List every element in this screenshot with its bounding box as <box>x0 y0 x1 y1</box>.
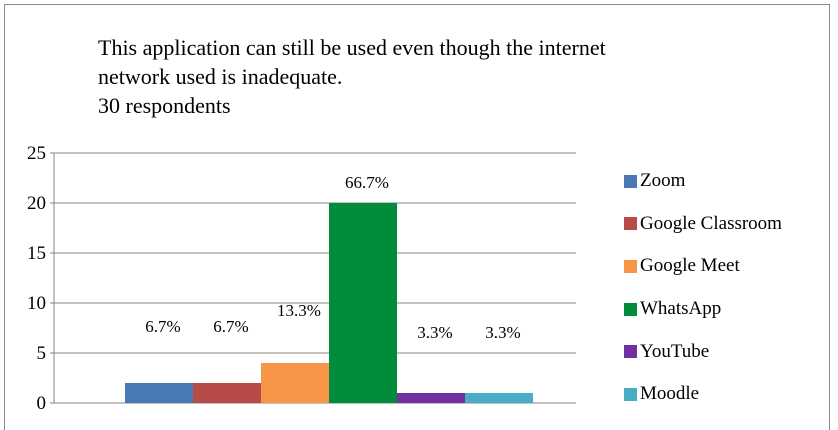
chart-title-line-3: 30 respondents <box>98 93 231 118</box>
legend-swatch <box>624 217 637 231</box>
bar-google-classroom <box>193 383 261 403</box>
legend-label: Google Classroom <box>640 212 782 234</box>
data-label: 6.7% <box>145 317 180 336</box>
legend-swatch <box>624 345 637 359</box>
legend-swatch <box>624 387 637 401</box>
legend-item: Moodle <box>624 373 782 416</box>
data-label: 3.3% <box>417 323 452 342</box>
y-tick-label: 10 <box>27 293 46 314</box>
bars <box>125 203 533 403</box>
chart-frame <box>4 4 830 430</box>
data-label: 6.7% <box>213 317 248 336</box>
bar-google-meet <box>261 363 329 403</box>
legend-label: WhatsApp <box>640 298 722 320</box>
data-label: 13.3% <box>277 301 321 320</box>
bar-youtube <box>397 393 465 403</box>
legend-swatch <box>624 259 637 273</box>
bar-moodle <box>465 393 533 403</box>
y-tick-label: 0 <box>37 393 47 414</box>
y-tick-label: 25 <box>27 143 46 164</box>
legend-label: Moodle <box>640 383 700 405</box>
legend-item: Google Classroom <box>624 203 782 246</box>
legend-item: Zoom <box>624 160 782 203</box>
y-tick-label: 5 <box>37 343 47 364</box>
y-tick-label: 15 <box>27 243 46 264</box>
chart-title: This application can still be used even … <box>98 33 738 120</box>
legend-item: YouTube <box>624 330 782 373</box>
legend-item: Google Meet <box>624 245 782 288</box>
legend-item: WhatsApp <box>624 288 782 331</box>
chart-legend: Zoom Google Classroom Google Meet WhatsApp Y… <box>624 160 782 416</box>
y-tick-label: 20 <box>27 193 46 214</box>
data-label: 66.7% <box>345 173 389 192</box>
legend-swatch <box>624 302 637 316</box>
legend-label: YouTube <box>640 340 710 362</box>
legend-label: Zoom <box>640 170 686 192</box>
y-axis-ticks: 0 5 10 15 20 25 <box>27 143 46 414</box>
legend-swatch <box>624 174 637 188</box>
chart-title-line-1: This application can still be used even … <box>98 35 606 60</box>
bar-whatsapp <box>329 203 397 403</box>
data-labels: 6.7% 6.7% 13.3% 66.7% 3.3% 3.3% <box>145 173 520 342</box>
chart-title-line-2: network used is inadequate. <box>98 64 343 89</box>
data-label: 3.3% <box>485 323 520 342</box>
legend-label: Google Meet <box>640 255 740 277</box>
bar-zoom <box>125 383 193 403</box>
